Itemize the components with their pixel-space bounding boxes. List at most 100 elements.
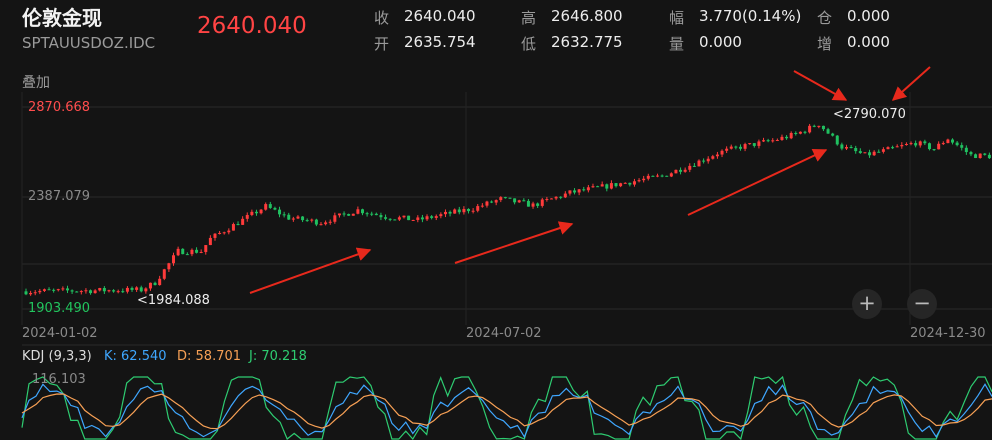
candle-body [817, 125, 821, 127]
candle-body [47, 289, 51, 291]
candle-body [328, 221, 332, 223]
candle-body [582, 189, 586, 191]
candle-body [789, 132, 793, 139]
overlay-toggle[interactable]: 叠加 [22, 75, 50, 91]
candle-body [158, 278, 162, 286]
candle-body [808, 125, 812, 133]
candle-body [144, 288, 148, 292]
candle-body [342, 213, 346, 215]
stat-value-position: 0.000 [847, 7, 890, 25]
candle-body [573, 190, 577, 193]
candle-body [107, 290, 111, 292]
stat-value-increase: 0.000 [847, 33, 890, 51]
candle-body [411, 219, 415, 221]
candle-body [545, 198, 549, 200]
candle-body [218, 232, 222, 234]
annotation-arrow [687, 149, 828, 216]
candle-body [467, 208, 471, 212]
candle-body [785, 136, 789, 139]
candle-body [927, 143, 931, 150]
candle-body [826, 129, 830, 134]
candle-body [162, 269, 166, 279]
candle-body [665, 175, 669, 177]
candle-body [914, 143, 918, 146]
candle-body [287, 214, 291, 220]
candle-body [886, 147, 890, 150]
candle-body [384, 217, 388, 219]
candle-body [93, 290, 97, 294]
stat-value-range: 3.770(0.14%) [699, 7, 802, 25]
candle-body [983, 153, 987, 155]
candle-body [614, 183, 618, 187]
candle-body [360, 209, 364, 214]
candle-body [904, 143, 908, 146]
candle-body [499, 197, 503, 201]
candle-body [153, 282, 157, 286]
candle-body [56, 289, 60, 291]
candle-body [531, 203, 535, 207]
candle-body [849, 147, 853, 149]
kdj-lines [21, 375, 992, 440]
candle-body [278, 209, 282, 215]
candle-body [434, 216, 438, 218]
candle-body [679, 169, 683, 172]
kdj-j-line [21, 375, 992, 440]
candle-body [637, 180, 641, 182]
candle-body [139, 287, 143, 292]
low-marker: <1984.088 [137, 293, 210, 308]
candle-body [347, 214, 351, 216]
candle-body [471, 210, 475, 212]
candle-body [895, 146, 899, 148]
candle-body [480, 205, 484, 207]
candle-body [619, 183, 623, 187]
annotation-arrow [891, 66, 931, 101]
candle-body [974, 154, 978, 159]
candle-body [697, 160, 701, 167]
candle-body [333, 215, 337, 222]
candle-body [711, 156, 715, 159]
candle-body [821, 125, 825, 130]
candle-body [254, 211, 258, 214]
kdj-axis-max: 116.103 [32, 372, 86, 387]
candle-body [752, 143, 756, 146]
candle-body [324, 222, 328, 225]
candle-body [987, 154, 991, 159]
candle-body [89, 290, 93, 294]
candle-body [24, 291, 28, 295]
zoom-out-button[interactable]: − [907, 289, 937, 319]
candle-body [33, 292, 37, 294]
candle-body [738, 146, 742, 149]
candle-body [642, 178, 646, 181]
candle-body [98, 288, 102, 291]
candle-body [554, 196, 558, 199]
candle-body [291, 218, 295, 220]
candle-body [503, 197, 507, 199]
candle-body [305, 220, 309, 222]
kdj-d-value: D: 58.701 [177, 349, 242, 364]
candle-body [199, 251, 203, 253]
annotation-arrow [249, 247, 372, 294]
zoom-in-button[interactable]: + [852, 289, 882, 319]
candle-body [416, 217, 420, 220]
candle-body [743, 144, 747, 149]
candle-body [222, 232, 226, 234]
candle-body [702, 160, 706, 162]
kdj-k-value: K: 62.540 [104, 349, 167, 364]
candle-body [167, 263, 171, 270]
candle-body [831, 133, 835, 136]
candle-body [227, 230, 231, 233]
low-marker-value: 1984.088 [147, 293, 210, 308]
candle-body [628, 182, 632, 185]
x-axis-label-start: 2024-01-02 [22, 326, 98, 341]
candle-body [591, 186, 595, 188]
chart-annotations [249, 66, 931, 294]
kdj-indicator-label[interactable]: KDJ (9,3,3) [22, 349, 92, 364]
candle-body [798, 131, 802, 134]
candle-body [370, 213, 374, 215]
stat-label-increase: 增 [817, 35, 833, 53]
candle-body [674, 169, 678, 174]
candle-body [231, 224, 235, 231]
candle-body [213, 233, 217, 238]
candle-body [835, 135, 839, 145]
